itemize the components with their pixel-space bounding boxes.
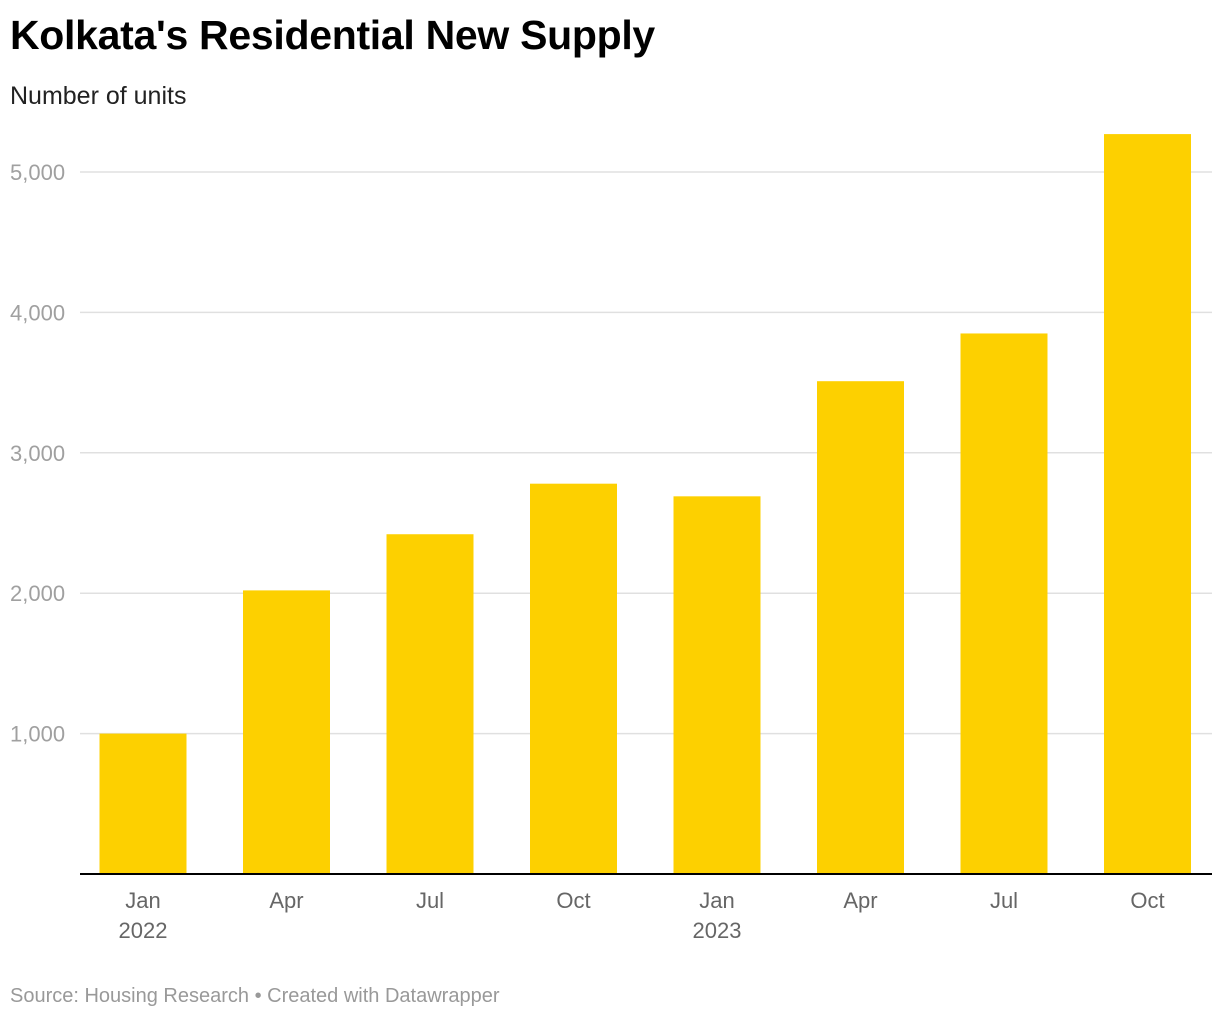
bar: [817, 381, 904, 874]
bar: [99, 733, 187, 874]
x-tick-label: Apr: [843, 888, 877, 913]
bar-chart: 1,000 2,000 3,000 4,000 5,000 Jan 2022 Apr Jul O…: [10, 134, 1212, 943]
x-tick-label: Jan: [699, 888, 734, 913]
credit-text: Created with Datawrapper: [267, 985, 500, 1007]
x-tick-label: Oct: [1130, 888, 1164, 913]
source-text: Source: Housing Research: [10, 985, 250, 1007]
x-tick-label: Jul: [416, 888, 444, 913]
x-axis-labels: Jan 2022 Apr Jul Oct Jan 2023 Apr Jul Oct: [119, 888, 1165, 943]
chart-subtitle: Number of units: [10, 82, 187, 110]
footer: Source: Housing Research • Created with …: [10, 985, 499, 1008]
bar: [530, 483, 617, 874]
x-tick-year-label: 2023: [693, 918, 742, 943]
bar: [960, 333, 1048, 875]
y-tick-label: 5,000: [10, 160, 65, 185]
bar: [243, 590, 330, 874]
y-tick-label: 2,000: [10, 581, 65, 606]
y-tick-label: 3,000: [10, 441, 65, 466]
bar: [673, 496, 761, 874]
chart-title: Kolkata's Residential New Supply: [10, 12, 655, 58]
y-tick-label: 1,000: [10, 722, 65, 747]
x-tick-year-label: 2022: [119, 918, 168, 943]
x-tick-label: Oct: [556, 888, 590, 913]
x-tick-label: Jan: [125, 888, 160, 913]
bars: [99, 134, 1191, 875]
x-tick-label: Apr: [269, 888, 303, 913]
y-axis-labels: 1,000 2,000 3,000 4,000 5,000: [10, 160, 65, 747]
y-tick-label: 4,000: [10, 300, 65, 325]
bar: [1104, 134, 1191, 875]
x-tick-label: Jul: [990, 888, 1018, 913]
bar: [386, 534, 474, 874]
footer-separator: •: [249, 985, 268, 1007]
